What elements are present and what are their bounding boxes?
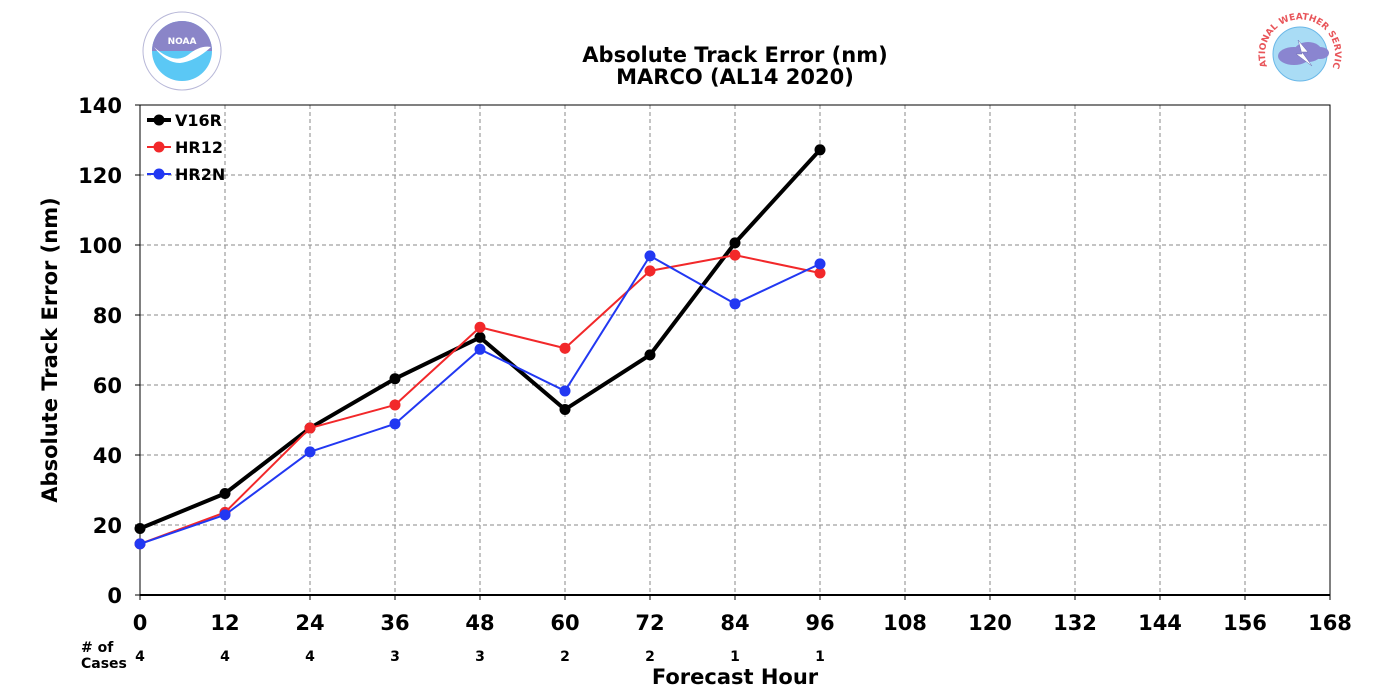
cases-value: 2 <box>645 649 655 665</box>
chart-title: Absolute Track Error (nm) <box>582 43 887 67</box>
y-axis-ticks: 0 20 40 60 80 100 120 140 <box>78 94 140 608</box>
legend-marker <box>153 114 165 126</box>
data-point <box>814 267 826 279</box>
x-tick-label: 96 <box>805 611 834 635</box>
legend: V16R HR12 HR2N <box>147 111 225 184</box>
x-tick-label: 12 <box>210 611 239 635</box>
cases-value: 1 <box>730 649 740 665</box>
x-tick-label: 108 <box>883 611 927 635</box>
grid-lines <box>140 105 1330 596</box>
data-point <box>559 385 571 397</box>
data-point <box>814 258 826 270</box>
x-tick-label: 120 <box>968 611 1012 635</box>
y-tick-label: 140 <box>78 94 122 118</box>
nws-logo: NATIONAL WEATHER SERVICE <box>1258 12 1342 92</box>
data-point <box>644 349 656 361</box>
series-v16r <box>134 144 826 534</box>
noaa-logo-text: NOAA <box>168 37 197 47</box>
data-point <box>389 399 401 411</box>
data-point <box>304 422 316 434</box>
cases-value: 1 <box>815 649 825 665</box>
legend-marker <box>153 141 165 153</box>
y-tick-label: 0 <box>107 584 122 608</box>
data-point <box>559 404 571 415</box>
y-tick-label: 60 <box>93 374 122 398</box>
data-point <box>559 342 571 354</box>
x-tick-label: 72 <box>635 611 664 635</box>
data-point <box>729 249 741 261</box>
x-tick-label: 168 <box>1308 611 1352 635</box>
data-point <box>814 144 826 156</box>
cases-value: 4 <box>135 649 145 665</box>
cases-values: 4 4 4 3 3 2 2 1 1 <box>135 649 825 665</box>
y-tick-label: 20 <box>93 514 122 538</box>
data-point <box>729 298 741 310</box>
x-axis-ticks: 0 12 24 36 48 60 72 84 96 108 120 132 144 156 168 <box>133 595 1352 635</box>
x-tick-label: 144 <box>1138 611 1182 635</box>
x-tick-label: 48 <box>465 611 494 635</box>
data-point <box>474 331 486 343</box>
y-tick-label: 120 <box>78 164 122 188</box>
cases-value: 2 <box>560 649 570 665</box>
noaa-logo: NOAA <box>142 11 222 91</box>
y-tick-label: 100 <box>78 234 122 258</box>
cases-value: 3 <box>475 649 485 665</box>
legend-item-hr2n: HR2N <box>147 165 225 184</box>
data-point <box>389 418 401 430</box>
data-point <box>134 538 146 550</box>
data-point <box>219 509 231 521</box>
data-point <box>304 446 316 458</box>
cases-value: 4 <box>305 649 315 665</box>
data-point <box>219 488 231 499</box>
y-tick-label: 40 <box>93 444 122 468</box>
cases-value: 3 <box>390 649 400 665</box>
series-hr2n <box>134 250 826 550</box>
data-point <box>389 373 401 385</box>
chart-subtitle: MARCO (AL14 2020) <box>616 65 854 89</box>
data-point <box>474 343 486 355</box>
x-tick-label: 84 <box>720 611 749 635</box>
x-tick-label: 0 <box>133 611 148 635</box>
legend-label: HR2N <box>175 165 225 184</box>
x-tick-label: 156 <box>1223 611 1267 635</box>
x-tick-label: 60 <box>550 611 579 635</box>
x-tick-label: 36 <box>380 611 409 635</box>
legend-item-v16r: V16R <box>147 111 222 130</box>
legend-label: V16R <box>175 111 222 130</box>
x-axis-label: Forecast Hour <box>652 665 819 689</box>
x-tick-label: 132 <box>1053 611 1097 635</box>
legend-label: HR12 <box>175 138 223 157</box>
cases-value: 4 <box>220 649 230 665</box>
x-tick-label: 24 <box>295 611 324 635</box>
data-point <box>644 265 656 277</box>
legend-marker <box>153 168 165 180</box>
series-layer <box>134 144 826 550</box>
data-point <box>474 321 486 333</box>
legend-item-hr12: HR12 <box>147 138 223 157</box>
cases-row-label: # of Cases <box>81 640 127 672</box>
data-point <box>644 250 656 262</box>
data-point <box>134 523 146 534</box>
y-tick-label: 80 <box>93 304 122 328</box>
y-axis-label: Absolute Track Error (nm) <box>38 197 62 502</box>
data-point <box>729 237 741 249</box>
